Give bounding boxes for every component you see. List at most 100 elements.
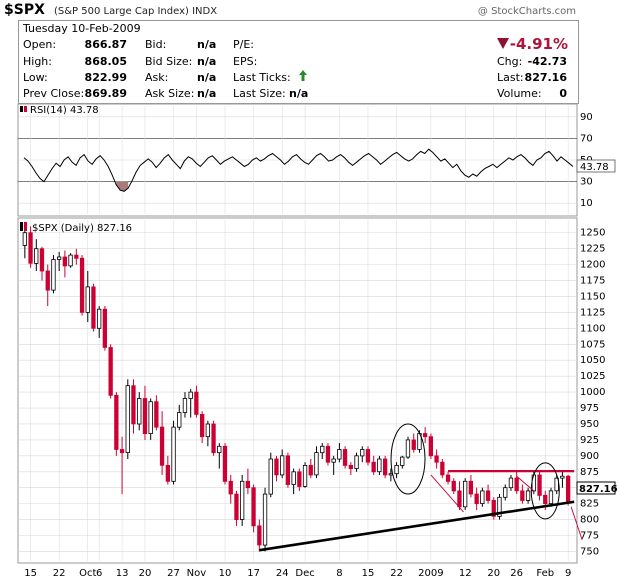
price-y-tick-label: 1050	[580, 355, 605, 366]
brand-label[interactable]: @ StockCharts.com	[477, 6, 576, 17]
candle	[297, 468, 302, 491]
candle-body	[74, 254, 79, 259]
candle-body	[342, 449, 348, 466]
price-y-tick-label: 1200	[580, 260, 605, 271]
price-grid	[18, 220, 577, 561]
candle-body	[422, 433, 428, 438]
candle-body	[131, 385, 136, 425]
candle	[480, 487, 485, 507]
candle-body	[320, 445, 325, 454]
candle	[22, 229, 28, 259]
candle	[125, 379, 130, 460]
quote-box: Tuesday 10-Feb-2009 Open: 866.87 High: 8…	[18, 20, 579, 104]
candle-body	[503, 487, 508, 498]
candle-body	[440, 461, 445, 476]
candle	[257, 519, 262, 552]
high-value: 868.05	[84, 55, 127, 68]
candle	[440, 459, 445, 479]
direction-arrow	[570, 506, 583, 541]
candle-body	[22, 232, 28, 246]
candle-body	[308, 464, 313, 476]
candle	[354, 452, 359, 472]
candle	[445, 471, 451, 485]
candle-body	[474, 493, 479, 505]
candle	[68, 253, 73, 268]
candle	[400, 455, 405, 469]
candle	[165, 455, 171, 485]
price-y-tick-label: 1075	[580, 339, 605, 350]
chg-label: Chg:	[497, 55, 523, 68]
candle-body	[199, 413, 205, 438]
candle	[394, 462, 399, 479]
candle-body	[462, 480, 468, 508]
candle-body	[525, 490, 531, 501]
candle	[274, 455, 279, 482]
candle	[34, 239, 39, 271]
candle-body	[91, 286, 96, 329]
x-tick-label: 12	[459, 568, 472, 579]
ask-value: n/a	[197, 71, 217, 84]
x-tick-label: 20	[487, 568, 500, 579]
symbol-name: (S&P 500 Large Cap Index) INDX	[54, 6, 218, 17]
candle	[405, 436, 411, 460]
candle	[137, 392, 142, 431]
last-price-label: 827.16	[579, 484, 618, 495]
candle-body	[239, 480, 245, 520]
candle-body	[119, 449, 125, 454]
volume-label: Volume:	[497, 87, 542, 100]
candle	[342, 446, 348, 469]
candle	[199, 411, 205, 444]
candle-body	[102, 308, 107, 348]
x-ticks: 15 22 Oct 6 13 20 27 Nov 10 17 24 Dec 8 15 22 2009 12 20 2…	[24, 568, 571, 579]
candle-body	[485, 490, 491, 501]
candle-body	[257, 525, 262, 546]
candle-body	[468, 480, 474, 495]
price-y-tick-label: 800	[580, 515, 599, 526]
last-ticks-label: Last Ticks:	[233, 71, 291, 84]
candle-body	[57, 256, 62, 260]
candle-body	[51, 259, 56, 291]
bid-size-label: Bid Size:	[145, 55, 193, 68]
candle-body	[108, 347, 113, 396]
rsi-grid	[18, 106, 577, 214]
candle	[485, 484, 491, 504]
candle	[79, 255, 85, 316]
price-y-tick-label: 1225	[580, 244, 605, 255]
candle-body	[97, 308, 102, 329]
candle	[382, 455, 388, 479]
candle	[217, 443, 222, 469]
candle-body	[125, 385, 130, 454]
open-label: Open:	[23, 38, 57, 51]
candle	[45, 264, 50, 307]
price-y-tick-label: 1250	[580, 228, 605, 239]
candle-body	[537, 474, 542, 496]
candle	[228, 474, 233, 504]
candle-body	[337, 449, 342, 460]
candle-body	[548, 490, 554, 504]
pe-label: P/E:	[233, 38, 254, 51]
x-tick-label: 27	[167, 568, 180, 579]
candle	[434, 449, 439, 469]
ask-size-label: Ask Size:	[145, 87, 195, 100]
candle-body	[314, 452, 319, 476]
price-y-tick-label: 1000	[580, 387, 605, 398]
candle	[451, 478, 456, 495]
candle-body	[165, 464, 171, 482]
candle	[251, 484, 256, 533]
last-value: 827.16	[524, 71, 567, 84]
rsi-y-tick-label: 70	[580, 133, 593, 144]
candle-body	[543, 494, 548, 504]
x-tick-label: 8	[336, 568, 342, 579]
candle-body	[279, 455, 285, 476]
candle	[514, 471, 519, 495]
candle-body	[451, 480, 456, 492]
rsi-current-box	[576, 159, 616, 173]
candle	[119, 436, 125, 495]
candle-body	[302, 464, 308, 487]
x-tick-label: 17	[247, 568, 260, 579]
candle	[537, 471, 542, 501]
candle	[348, 462, 354, 475]
symbol-title: $SPX	[4, 2, 45, 18]
candle-body	[382, 458, 388, 476]
